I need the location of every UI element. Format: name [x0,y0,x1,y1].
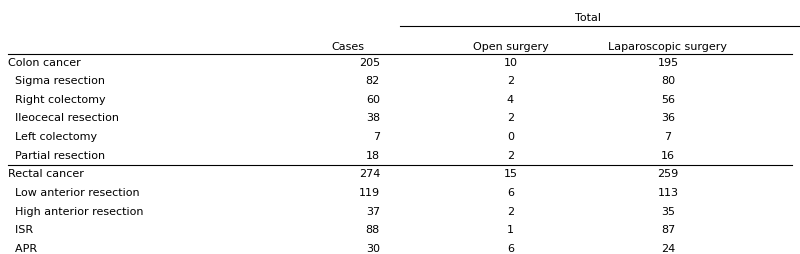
Text: Ileocecal resection: Ileocecal resection [8,113,119,123]
Text: Rectal cancer: Rectal cancer [8,169,84,179]
Text: 10: 10 [503,57,518,67]
Text: 16: 16 [661,150,675,160]
Text: 113: 113 [658,187,678,197]
Text: 0: 0 [507,132,514,141]
Text: 18: 18 [366,150,380,160]
Text: Laparoscopic surgery: Laparoscopic surgery [609,42,727,52]
Text: APR: APR [8,243,37,253]
Text: 7: 7 [665,132,671,141]
Text: 80: 80 [661,76,675,86]
Text: 30: 30 [366,243,380,253]
Text: 37: 37 [366,206,380,216]
Text: Partial resection: Partial resection [8,150,105,160]
Text: 36: 36 [661,113,675,123]
Text: 2: 2 [507,150,514,160]
Text: Cases: Cases [331,42,365,52]
Text: 1: 1 [507,224,514,234]
Text: 195: 195 [658,57,678,67]
Text: 2: 2 [507,76,514,86]
Text: Open surgery: Open surgery [473,42,548,52]
Text: Colon cancer: Colon cancer [8,57,81,67]
Text: 6: 6 [507,187,514,197]
Text: 119: 119 [359,187,380,197]
Text: 24: 24 [661,243,675,253]
Text: 56: 56 [661,94,675,104]
Text: 87: 87 [661,224,675,234]
Text: 35: 35 [661,206,675,216]
Text: 6: 6 [507,243,514,253]
Text: Right colectomy: Right colectomy [8,94,106,104]
Text: 7: 7 [373,132,380,141]
Text: 60: 60 [366,94,380,104]
Text: Sigma resection: Sigma resection [8,76,105,86]
Text: 2: 2 [507,206,514,216]
Text: High anterior resection: High anterior resection [8,206,143,216]
Text: 15: 15 [503,169,518,179]
Text: 205: 205 [359,57,380,67]
Text: 259: 259 [658,169,678,179]
Text: 88: 88 [366,224,380,234]
Text: ISR: ISR [8,224,33,234]
Text: 82: 82 [366,76,380,86]
Text: Left colectomy: Left colectomy [8,132,97,141]
Text: Low anterior resection: Low anterior resection [8,187,140,197]
Text: Total: Total [575,13,601,23]
Text: 38: 38 [366,113,380,123]
Text: 2: 2 [507,113,514,123]
Text: 4: 4 [507,94,514,104]
Text: 274: 274 [358,169,380,179]
